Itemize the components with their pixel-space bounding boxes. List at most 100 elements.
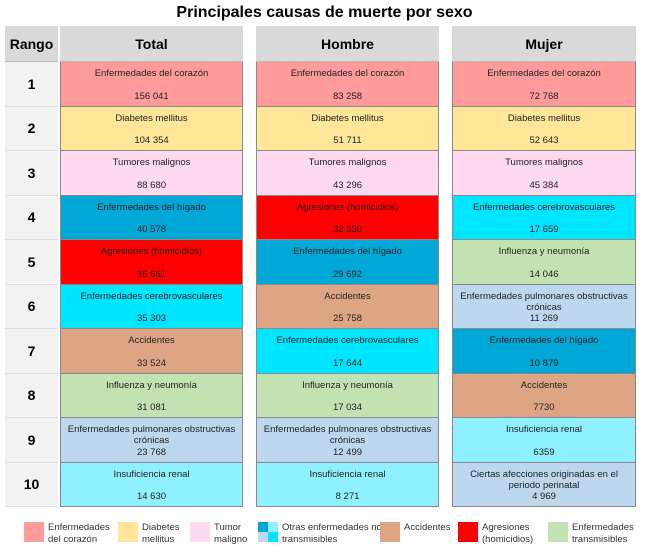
rank-label: 4: [5, 195, 58, 240]
cause-name: Insuficiencia renal: [309, 468, 386, 480]
cause-cell: Enfermedades del corazón 72 768: [452, 62, 636, 107]
cause-name: Accidentes: [324, 290, 371, 302]
rank-label: 7: [5, 329, 58, 374]
death-count: 10 879: [529, 357, 559, 369]
cause-name: Enfermedades cerebrovasculares: [276, 335, 419, 346]
cause-name: Tumores malignos: [308, 157, 387, 168]
legend-swatch: [118, 522, 138, 542]
death-count: 45 384: [529, 179, 559, 191]
page-title: Principales causas de muerte por sexo: [176, 4, 473, 21]
cause-name: Enfermedades del corazón: [290, 68, 405, 79]
cause-cell: Enfermedades del hígado 10 879: [452, 329, 636, 374]
cause-cell: Influenza y neumonía 14 046: [452, 240, 636, 285]
cause-name: Insuficiencia renal: [113, 468, 190, 480]
cause-name: Enfermedades pulmonares obstructivas cró…: [263, 424, 432, 446]
cause-cell: Enfermedades cerebrovasculares 35 303: [60, 284, 243, 329]
cause-cell: Ciertas afecciones originadas en el peri…: [452, 462, 636, 507]
cause-cell: Diabetes mellitus 51 711: [256, 106, 439, 151]
total-column: Total Enfermedades del corazón 156 041 Dia…: [60, 26, 243, 507]
death-count: 88 680: [136, 179, 167, 191]
female-header: Mujer: [452, 26, 636, 62]
death-count: 43 296: [332, 179, 363, 191]
cause-cell: Enfermedades del hígado 29 692: [256, 240, 439, 285]
cause-cell: Insuficiencia renal 14 630: [60, 462, 243, 507]
cause-cell: Tumores malignos 43 296: [256, 151, 439, 196]
cause-name: Agresiones (homicidios): [296, 201, 399, 213]
legend-label: Accidentes: [404, 522, 451, 533]
cause-name: Enfermedades pulmonares obstructivas cró…: [460, 290, 628, 313]
death-count: 17 034: [332, 402, 363, 413]
cause-cell: Enfermedades cerebrovasculares 17 659: [452, 195, 636, 240]
cause-name: Influenza y neumonía: [498, 246, 590, 257]
cause-name: Accidentes: [128, 335, 175, 346]
death-count: 51 711: [333, 135, 362, 146]
death-count: 17 659: [529, 224, 559, 235]
cause-cell: Accidentes 33 524: [60, 329, 243, 374]
legend-item: Diabetes mellitus: [118, 522, 192, 546]
legend-item: Enfermedades transmisibles: [548, 522, 649, 546]
rank-label: 9: [5, 418, 58, 463]
cause-cell: Agresiones (homicidios) 36 661: [60, 240, 243, 285]
legend-item: Otras enfermedades no transmisibles: [258, 522, 382, 546]
legend-label: Enfermedades transmisibles: [572, 522, 634, 545]
death-count: 32 530: [332, 224, 363, 235]
female-column: Mujer Enfermedades del corazón 72 768 Diab…: [452, 26, 636, 507]
death-count: 8 271: [335, 491, 360, 502]
legend-label: Tumor maligno: [214, 522, 248, 545]
death-count: 29 692: [332, 268, 363, 280]
cause-name: Diabetes mellitus: [115, 112, 188, 124]
cause-name: Insuficiencia renal: [505, 424, 583, 435]
death-count: 72 768: [529, 90, 559, 102]
legend-item: Agresiones (homicidios): [458, 522, 552, 546]
cause-cell: Accidentes 25 758: [256, 284, 439, 329]
legend-label: Enfermedades del corazón: [48, 522, 110, 545]
cause-name: Diabetes mellitus: [311, 112, 384, 124]
cause-name: Ciertas afecciones originadas en el peri…: [470, 468, 618, 491]
cause-cell: Agresiones (homicidios) 32 530: [256, 195, 439, 240]
death-count: 14 046: [529, 268, 559, 280]
cause-name: Influenza y neumonía: [302, 379, 393, 391]
death-count: 7730: [533, 402, 555, 413]
rank-label: 5: [5, 240, 58, 285]
legend-swatch: [548, 522, 568, 542]
death-count: 25 758: [332, 313, 363, 324]
cause-name: Accidentes: [520, 379, 568, 391]
cause-cell: Accidentes 7730: [452, 373, 636, 418]
cause-cell: Enfermedades cerebrovasculares 17 644: [256, 329, 439, 374]
rank-label: 6: [5, 284, 58, 329]
cause-cell: Influenza y neumonía 17 034: [256, 373, 439, 418]
cause-name: Enfermedades del hígado: [489, 335, 599, 346]
death-count: 35 303: [136, 313, 167, 324]
cause-cell: Tumores malignos 88 680: [60, 151, 243, 196]
rank-label: 3: [5, 151, 58, 196]
death-count: 104 354: [134, 135, 169, 146]
death-count: 83 258: [332, 90, 363, 102]
legend-item: Enfermedades del corazón: [24, 522, 118, 546]
death-count: 52 643: [529, 135, 559, 146]
legend-swatch: [190, 522, 210, 542]
cause-cell: Enfermedades pulmonares obstructivas cró…: [60, 418, 243, 463]
cause-cell: Enfermedades del corazón 156 041: [60, 62, 243, 107]
cause-name: Influenza y neumonía: [106, 379, 197, 391]
rank-header: Rango: [5, 26, 58, 62]
cause-cell: Diabetes mellitus 52 643: [452, 106, 636, 151]
cause-name: Enfermedades cerebrovasculares: [80, 290, 223, 302]
cause-name: Enfermedades del hígado: [97, 201, 206, 213]
cause-cell: Insuficiencia renal 8 271: [256, 462, 439, 507]
cause-cell: Influenza y neumonía 31 081: [60, 373, 243, 418]
legend-item: Tumor maligno: [190, 522, 264, 546]
death-count: 40 578: [136, 224, 167, 235]
death-count: 4 969: [532, 491, 556, 502]
cause-cell: Tumores malignos 45 384: [452, 151, 636, 196]
rank-label: 2: [5, 106, 58, 151]
death-count: 12 499: [332, 446, 363, 458]
cause-cell: Enfermedades del corazón 83 258: [256, 62, 439, 107]
legend-item: Accidentes: [380, 522, 464, 542]
cause-cell: Enfermedades pulmonares obstructivas cró…: [452, 284, 636, 329]
death-count: 17 644: [332, 357, 363, 369]
rank-label: 8: [5, 373, 58, 418]
death-count: 6359: [533, 446, 555, 458]
total-header: Total: [60, 26, 243, 62]
cause-cell: Enfermedades del hígado 40 578: [60, 195, 243, 240]
legend-swatch: [380, 522, 400, 542]
